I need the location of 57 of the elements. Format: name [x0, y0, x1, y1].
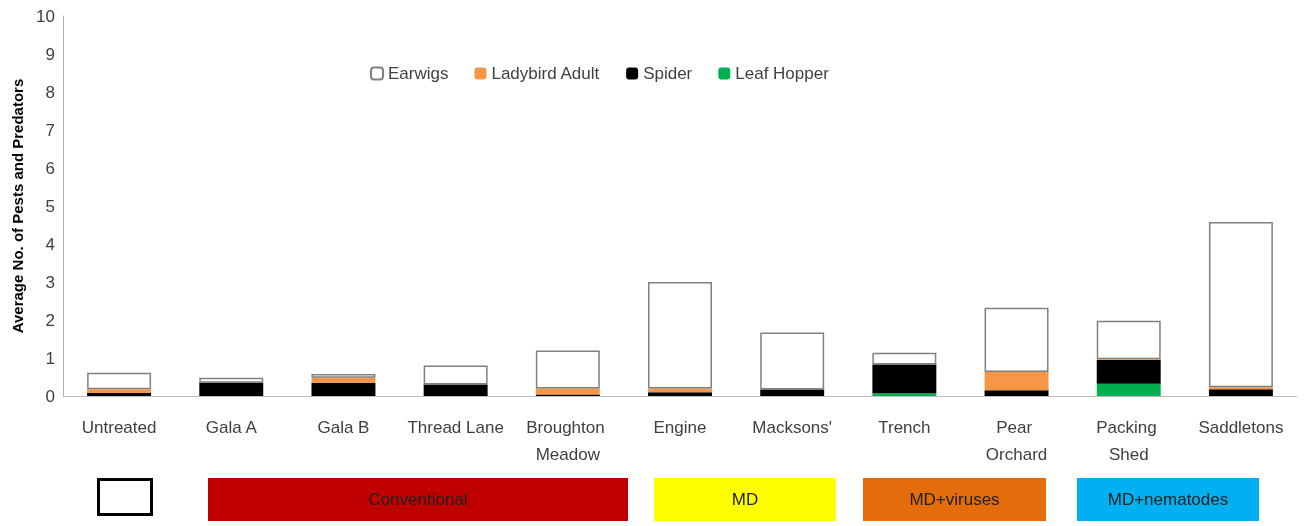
y-tick-label: 2 [45, 310, 55, 330]
legend-label: Earwigs [388, 64, 449, 83]
y-tick-label: 4 [45, 234, 55, 254]
bar [311, 373, 376, 378]
bar [311, 377, 376, 383]
bar [423, 384, 488, 396]
y-tick-label: 1 [45, 348, 55, 368]
x-tick-label: Untreated [81, 418, 157, 437]
bar [648, 282, 712, 389]
bar [760, 389, 825, 396]
y-tick-label: 5 [45, 196, 55, 216]
bar [984, 307, 1049, 373]
x-tick-label: Gala B [317, 418, 370, 437]
x-tick-label: Saddletons [1198, 418, 1284, 437]
bar [984, 372, 1049, 391]
x-tick-label: Broughton Meadow [526, 418, 610, 464]
bar [535, 388, 600, 395]
bar [199, 377, 264, 383]
text: Conventional [208, 478, 628, 521]
bar [872, 364, 937, 394]
x-tick-label: Macksons' [752, 418, 833, 437]
x-tick-label: Engine [653, 418, 707, 437]
legend-label: Leaf Hopper [735, 64, 830, 83]
text: MD+viruses [863, 478, 1046, 521]
bar [311, 382, 376, 396]
bar [535, 350, 600, 389]
bar [1096, 359, 1161, 384]
x-tick-label: Thread Lane [407, 418, 504, 437]
x-tick-label: Trench [878, 418, 931, 437]
y-tick-label: 9 [45, 44, 55, 64]
bar [1208, 389, 1273, 396]
y-tick-label: 7 [45, 120, 55, 140]
y-tick-label: 8 [45, 82, 55, 102]
bar [1096, 383, 1161, 396]
x-tick-label: Pear Orchard [985, 418, 1048, 464]
bar [872, 352, 937, 365]
x-tick-label: Gala A [205, 418, 258, 437]
bar [984, 390, 1049, 396]
bar [199, 382, 264, 396]
legend-label: Spider [643, 64, 693, 83]
y-tick-label: 0 [45, 386, 55, 406]
bar [1208, 221, 1273, 388]
bar [648, 388, 712, 393]
bar [87, 372, 152, 390]
legend-label: Ladybird Adult [491, 64, 600, 83]
bar [1096, 320, 1161, 360]
bar [872, 393, 937, 396]
text: MD [654, 478, 836, 521]
bar [423, 365, 488, 385]
y-tick-label: 10 [36, 6, 55, 26]
bar [760, 332, 825, 390]
x-tick-label: Packing Shed [1096, 418, 1162, 464]
y-tick-label: 3 [45, 272, 55, 292]
text: MD+nematodes [1077, 478, 1259, 521]
y-tick-label: 6 [45, 158, 55, 178]
y-axis-title: Average No. of Pests and Predators [9, 78, 27, 334]
bar [648, 392, 712, 396]
